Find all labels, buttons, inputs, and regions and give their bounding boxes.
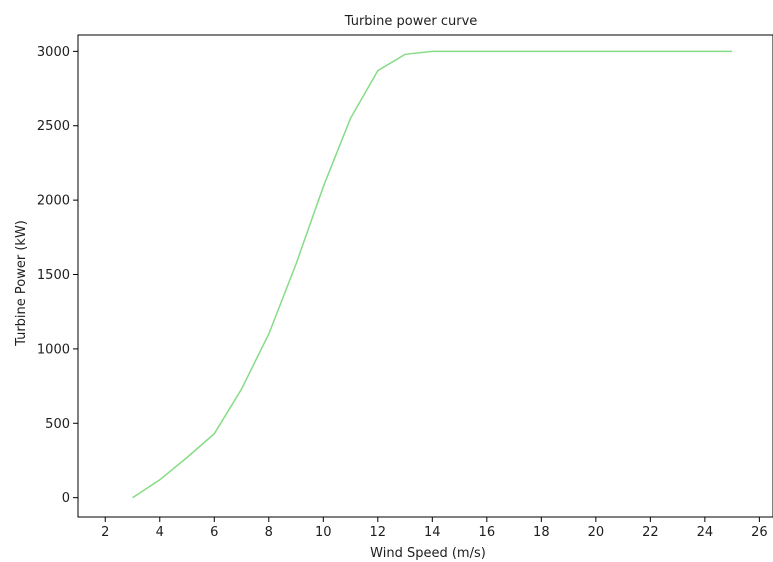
x-tick-label: 12 [370,525,387,540]
x-tick-label: 10 [315,525,332,540]
plot-frame [77,34,773,518]
y-tick-label: 3000 [37,45,70,60]
y-axis: 0 500 1000 1500 2000 2500 3000 [37,45,78,506]
x-tick-label: 6 [210,525,218,540]
y-tick-label: 1500 [37,268,70,283]
y-axis-label: Turbine Power (kW) [14,220,29,347]
x-tick-label: 4 [156,525,164,540]
x-tick-label: 14 [424,525,441,540]
y-tick-label: 0 [62,491,70,506]
x-tick-label: 2 [101,525,109,540]
x-tick-label: 26 [751,525,768,540]
y-tick-label: 1000 [37,342,70,357]
x-tick-label: 16 [479,525,496,540]
x-tick-label: 8 [265,525,273,540]
x-tick-label: 24 [697,525,714,540]
chart-title: Turbine power curve [344,14,478,29]
x-axis-label: Wind Speed (m/s) [370,546,486,561]
x-tick-label: 20 [588,525,605,540]
power-curve-line [132,50,733,499]
y-tick-label: 2500 [37,119,70,134]
y-tick-label: 2000 [37,194,70,209]
x-tick-label: 22 [642,525,659,540]
x-tick-label: 18 [533,525,550,540]
y-tick-label: 500 [45,417,70,432]
x-axis: 2 4 6 8 10 12 14 16 18 20 22 24 26 [101,517,768,540]
